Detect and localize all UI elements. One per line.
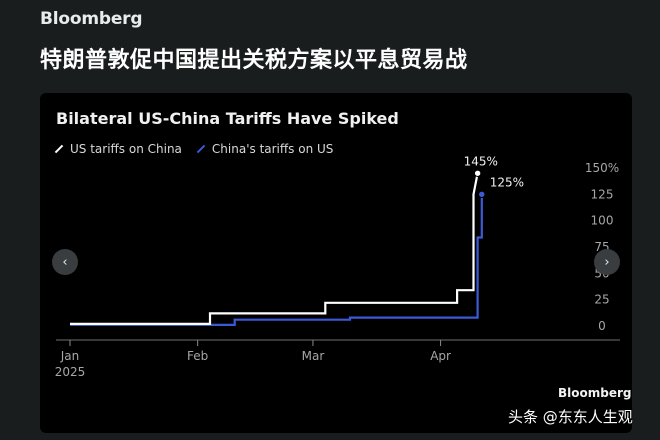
previous-chart-button[interactable]: ‹ (52, 249, 78, 275)
y-tick-label-0: 0 (598, 319, 606, 333)
watermark: 头条 @东东人生观 (508, 408, 633, 426)
y-tick-label-5: 125 (591, 187, 614, 201)
y-tick-label-1: 25 (594, 293, 609, 307)
legend-item-us: US tariffs on China (54, 142, 182, 156)
next-chart-button[interactable]: › (594, 249, 620, 275)
series-line-1 (70, 194, 483, 326)
chevron-right-icon: › (604, 254, 610, 270)
legend-item-china: China's tariffs on US (196, 142, 333, 156)
headline: 特朗普敦促中国提出关税方案以平息贸易战 (40, 48, 468, 73)
chart-legend: US tariffs on China China's tariffs on U… (54, 142, 333, 156)
series-end-marker-1 (478, 190, 486, 199)
series-end-marker-0 (473, 169, 482, 177)
series-end-label-0: 145% (464, 154, 498, 168)
series-end-label-1: 125% (490, 175, 524, 189)
brand-logo: Bloomberg (40, 9, 143, 29)
y-tick-label-6: 150% (585, 161, 619, 175)
chevron-left-icon: ‹ (62, 254, 68, 270)
legend-label-us: US tariffs on China (70, 142, 182, 156)
x-tick-sublabel-0: 2025 (55, 365, 86, 379)
footer-brand: Bloomberg (558, 386, 632, 400)
chart-card: Bilateral US-China Tariffs Have Spiked U… (40, 93, 632, 433)
y-tick-label-4: 100 (591, 214, 614, 228)
legend-label-china: China's tariffs on US (211, 142, 334, 156)
series-line-0 (70, 173, 479, 325)
x-tick-label-1: Feb (187, 349, 208, 363)
chart-title: Bilateral US-China Tariffs Have Spiked (56, 109, 399, 128)
chart-plot: 0255075100125150%Jan2025FebMarApr145%125… (55, 154, 620, 379)
x-tick-label-0: Jan (60, 349, 80, 363)
x-tick-label-3: Apr (430, 349, 451, 363)
x-tick-label-2: Mar (302, 349, 325, 363)
